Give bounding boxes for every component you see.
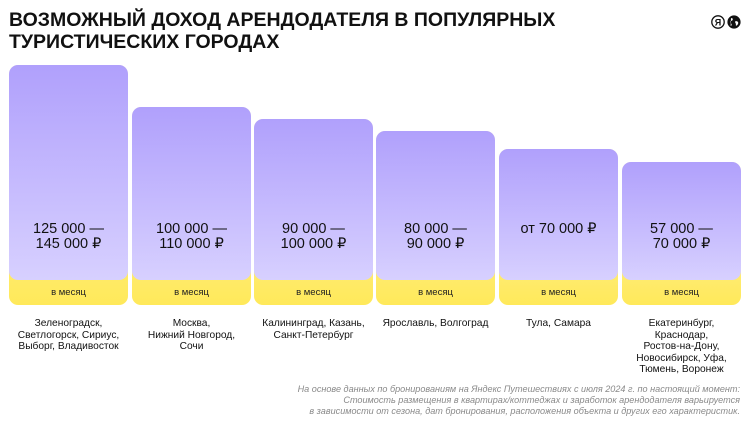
- bar-value-line: 100 000 —: [156, 221, 227, 237]
- bar: [132, 107, 251, 280]
- bar-value-line: 90 000 ₽: [406, 236, 465, 252]
- category-label-line: Светлогорск, Сириус,: [17, 329, 120, 341]
- footnote: На основе данных по бронированиям на Янд…: [280, 384, 740, 418]
- bar-value-label: 57 000 —70 000 ₽: [622, 222, 741, 252]
- bar-value-line: 57 000 —: [650, 221, 713, 237]
- bar-value-label: 90 000 —100 000 ₽: [254, 222, 373, 252]
- bar: [622, 162, 741, 280]
- bar-value-label: 80 000 —90 000 ₽: [376, 222, 495, 252]
- bar: [499, 149, 618, 280]
- bar-value-line: 80 000 —: [404, 221, 467, 237]
- category-label-line: Нижний Новгород,: [147, 329, 236, 341]
- title-line-1: Возможный доход арендодателя в популярны…: [9, 9, 556, 31]
- bar-period-label: в месяц: [174, 287, 209, 298]
- category-label-line: Тюмень, Воронеж: [639, 364, 724, 375]
- footnote-line-2: Стоимость размещения в квартирах/коттедж…: [343, 395, 740, 406]
- bar-value-line: 100 000 ₽: [280, 236, 347, 252]
- bar-value-label: от 70 000 ₽: [499, 222, 618, 237]
- category-label: Ярославль, Волгоград: [370, 318, 501, 330]
- bar-period-label: в месяц: [664, 287, 699, 298]
- bar-period-label: в месяц: [51, 287, 86, 298]
- category-label-line: Москва,: [172, 318, 211, 329]
- bar-period-label: в месяц: [541, 287, 576, 298]
- bar-column: от 70 000 ₽ в месяц Тула, Самара: [499, 0, 618, 430]
- bar-value-line: 145 000 ₽: [35, 236, 102, 252]
- bar-value-line: 110 000 ₽: [159, 236, 224, 252]
- bar-value-line: 125 000 —: [33, 221, 104, 237]
- footnote-line-3: в зависимости от сезона, дат бронировани…: [309, 406, 740, 417]
- bar-value-label: 100 000 —110 000 ₽: [132, 222, 251, 252]
- category-label-line: Ярославль, Волгоград: [382, 318, 489, 329]
- bar: [9, 65, 128, 280]
- bar-column: 125 000 —145 000 ₽ в месяц Зеленоградск, Св…: [9, 0, 128, 430]
- brand-logo: Я: [711, 15, 741, 29]
- bar: [376, 131, 495, 280]
- globe-icon: [727, 15, 741, 29]
- category-label-line: Новосибирск, Уфа,: [636, 352, 727, 364]
- category-label: Тула, Самара: [493, 318, 624, 330]
- bar-value-line: 90 000 —: [282, 221, 345, 237]
- chart-title: Возможный доход арендодателя в популярны…: [9, 9, 569, 53]
- bar-column: 100 000 —110 000 ₽ в месяц Москва, Нижний Н…: [132, 0, 251, 430]
- bar-column: 57 000 —70 000 ₽ в месяц Екатеринбург, Крас…: [622, 0, 741, 430]
- category-label: Екатеринбург, Краснодар, Ростов-на-Дону, Но…: [616, 318, 747, 376]
- category-label: Калининград, Казань, Санкт-Петербург: [248, 318, 379, 341]
- bar-value-label: 125 000 —145 000 ₽: [9, 222, 128, 252]
- category-label: Москва, Нижний Новгород, Сочи: [126, 318, 257, 353]
- category-label-line: Санкт-Петербург: [273, 329, 354, 341]
- bar-column: 90 000 —100 000 ₽ в месяц Калининград, Каз…: [254, 0, 373, 430]
- category-label-line: Тула, Самара: [526, 318, 591, 329]
- bar-period-label: в месяц: [296, 287, 331, 298]
- category-label-line: Краснодар,: [654, 329, 709, 341]
- category-label-line: Зеленоградск,: [34, 318, 103, 329]
- category-label-line: Ростов-на-Дону,: [643, 341, 720, 352]
- title-line-2: туристических городах: [9, 31, 280, 53]
- category-label: Зеленоградск, Светлогорск, Сириус, Выборг,…: [3, 318, 134, 353]
- yandex-logo-letter: Я: [715, 17, 721, 27]
- category-label-line: Екатеринбург,: [648, 318, 715, 329]
- category-label-line: Выборг, Владивосток: [18, 341, 119, 352]
- yandex-logo-icon: Я: [711, 15, 725, 29]
- bar-value-line: 70 000 ₽: [652, 236, 711, 252]
- category-label-line: Сочи: [179, 341, 204, 352]
- footnote-line-1: На основе данных по бронированиям на Янд…: [297, 384, 740, 394]
- bar-period-label: в месяц: [418, 287, 453, 298]
- bar: [254, 119, 373, 280]
- category-label-line: Калининград, Казань,: [262, 318, 365, 329]
- bar-value-line: от 70 000 ₽: [520, 221, 597, 237]
- bar-column: 80 000 —90 000 ₽ в месяц Ярославль, Волгог…: [376, 0, 495, 430]
